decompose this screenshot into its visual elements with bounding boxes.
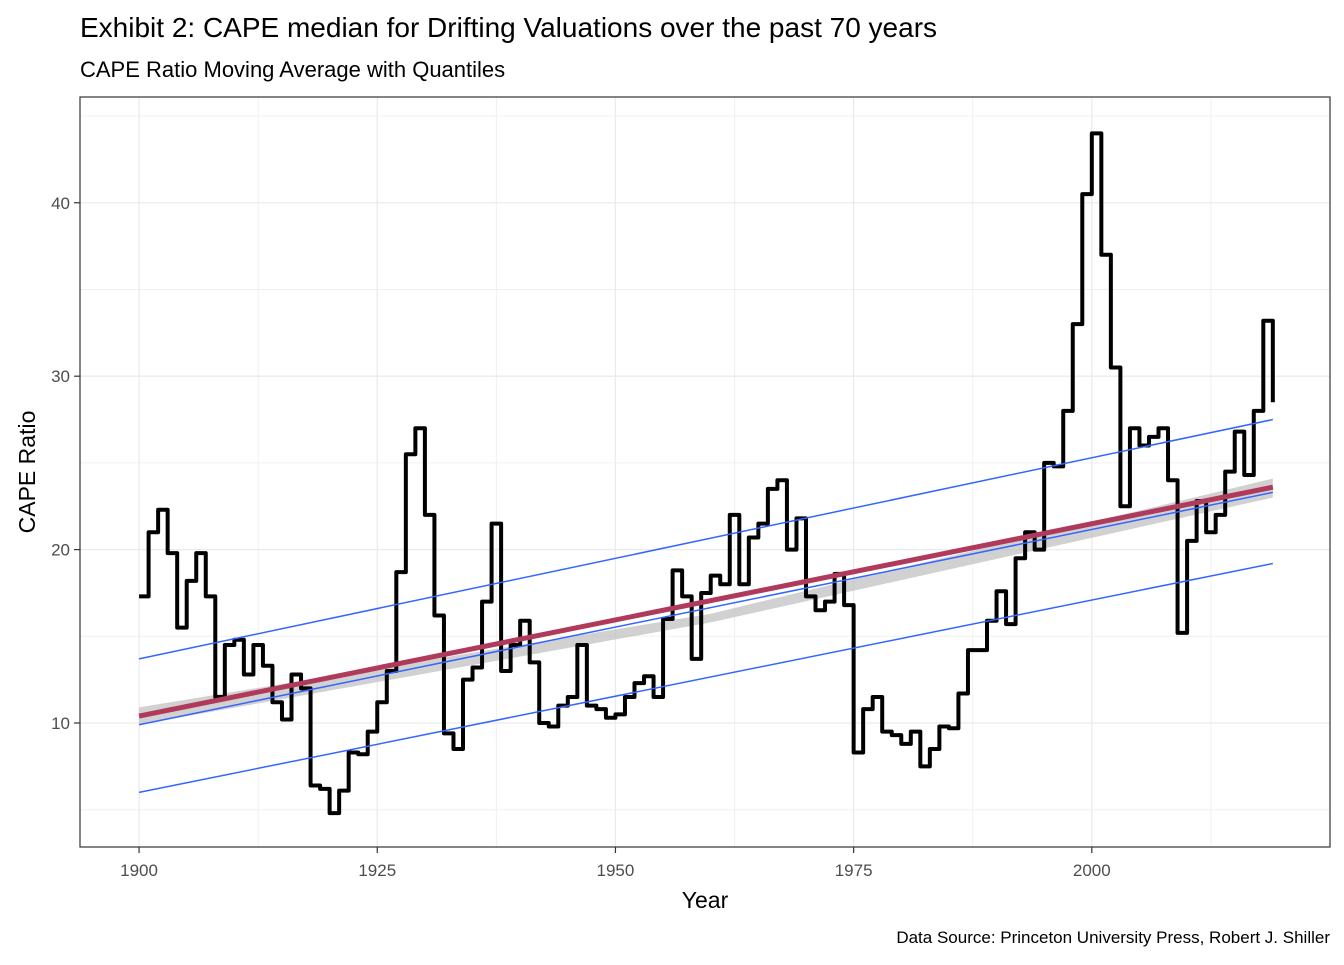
data-line [138, 491, 1273, 726]
chart-title: Exhibit 2: CAPE median for Drifting Valu… [80, 12, 937, 43]
y-tick-label: 30 [51, 367, 70, 386]
y-axis-label: CAPE Ratio [14, 411, 40, 534]
confidence-band [139, 478, 1273, 725]
x-tick-label: 1900 [120, 861, 158, 880]
data-line [138, 484, 1274, 719]
y-tick-label: 40 [51, 194, 70, 213]
x-tick-label: 2000 [1073, 861, 1111, 880]
plot-border [79, 96, 1331, 848]
y-tick-label: 10 [51, 714, 70, 733]
chart-subtitle: CAPE Ratio Moving Average with Quantiles [80, 57, 505, 82]
data-line [139, 131, 1275, 816]
data-line [138, 562, 1273, 794]
caption: Data Source: Princeton University Press,… [896, 928, 1330, 947]
x-axis-label: Year [682, 887, 729, 913]
x-tick-label: 1925 [358, 861, 396, 880]
x-tick-label: 1950 [597, 861, 635, 880]
plot-background [80, 97, 1330, 847]
y-tick-label: 20 [51, 541, 70, 560]
data-line [138, 418, 1273, 660]
x-tick-label: 1975 [835, 861, 873, 880]
